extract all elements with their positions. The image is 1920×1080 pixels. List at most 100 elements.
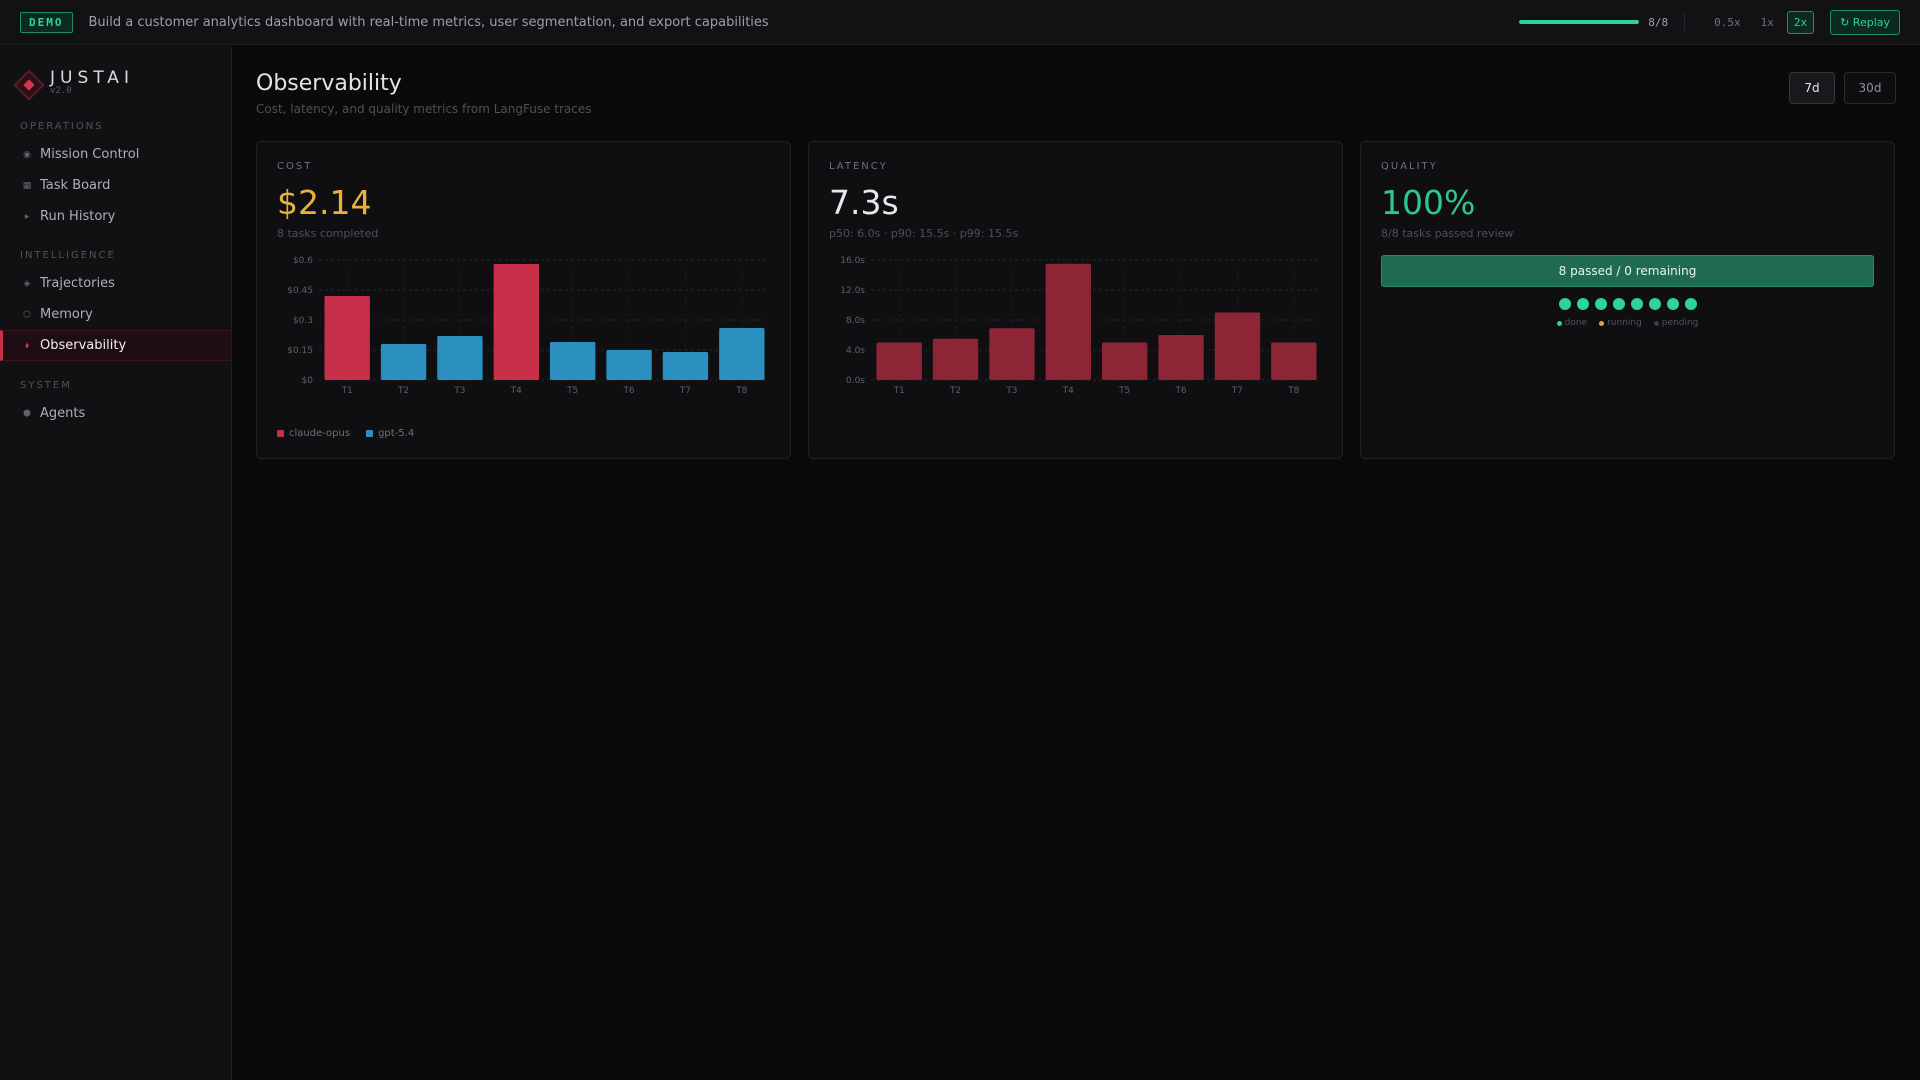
task-status-dot	[1612, 298, 1625, 310]
y-tick-label: 12.0s	[840, 286, 865, 296]
logo[interactable]: JUSTAI v2.0	[13, 68, 134, 101]
bar-t4[interactable]	[1045, 263, 1091, 380]
logo-diamond-icon	[13, 69, 45, 101]
latency-card: LATENCY 7.3s p50: 6.0s · p90: 15.5s · p9…	[808, 141, 1343, 459]
nav-item-trajectories[interactable]: ◈ Trajectories	[0, 268, 231, 299]
trajectories-icon: ◈	[23, 278, 31, 289]
status-label: done	[1564, 318, 1588, 328]
y-tick-label: 8.0s	[846, 316, 865, 326]
task-status-dot	[1558, 298, 1571, 310]
sidebar: JUSTAI v2.0 OPERATIONS ◉ Mission Control…	[0, 46, 232, 1080]
nav-item-memory[interactable]: ⬡ Memory	[0, 299, 231, 330]
bar-t3[interactable]	[437, 336, 483, 380]
quality-subtext: 8/8 tasks passed review	[1381, 227, 1514, 240]
bar-t8[interactable]	[1271, 342, 1317, 381]
bar-t4[interactable]	[493, 264, 539, 380]
task-status-dot	[1576, 298, 1589, 310]
bar-t6[interactable]	[606, 350, 652, 380]
x-tick-label: T7	[679, 386, 691, 396]
x-tick-label: T1	[893, 386, 905, 396]
cost-subtext: 8 tasks completed	[277, 227, 379, 240]
playback-controls: 8/8 0.5x 1x 2x ↻ Replay	[1519, 9, 1900, 35]
page-subtitle: Cost, latency, and quality metrics from …	[256, 102, 592, 116]
nav-item-agents[interactable]: ⬢ Agents	[0, 398, 231, 429]
x-tick-label: T2	[949, 386, 961, 396]
task-status-dots	[1361, 298, 1894, 310]
legend-item-claude-opus: claude-opus	[277, 428, 350, 439]
task-status-dot	[1666, 298, 1679, 310]
cost-bar-chart: $0 $0.15 $0.3 $0.45 $0.6 T1 T2 T3 T4 T5 T6 T7 T8	[287, 256, 770, 396]
latency-value: 7.3s	[829, 183, 899, 222]
task-status-dot	[1630, 298, 1643, 310]
legend-swatch	[277, 430, 284, 437]
task-board-icon: ▦	[22, 180, 32, 191]
progress-bar	[1519, 20, 1640, 24]
status-pending: pending	[1653, 318, 1699, 328]
x-tick-label: T3	[453, 386, 465, 396]
speed-0.5x-button[interactable]: 0.5x	[1714, 15, 1741, 29]
bar-t6[interactable]	[1158, 335, 1204, 380]
top-bar: DEMO Build a customer analytics dashboar…	[0, 0, 1920, 45]
nav-item-label: Mission Control	[40, 147, 140, 162]
bar-t7[interactable]	[1214, 312, 1261, 381]
legend-item-gpt-5-4: gpt-5.4	[366, 428, 414, 439]
nav-item-label: Agents	[40, 406, 86, 421]
task-prompt: Build a customer analytics dashboard wit…	[88, 14, 769, 30]
progress-fill	[1519, 20, 1640, 24]
x-tick-label: T2	[397, 386, 409, 396]
task-status-dot	[1684, 298, 1697, 310]
bar-t2[interactable]	[932, 338, 979, 380]
cost-label: COST	[277, 161, 313, 172]
nav-section-operations: OPERATIONS	[20, 121, 104, 132]
status-legend: done running pending	[1361, 318, 1894, 328]
x-tick-label: T7	[1231, 386, 1243, 396]
y-tick-label: $0.6	[293, 256, 313, 266]
y-tick-label: $0	[302, 376, 314, 386]
replay-button[interactable]: ↻ Replay	[1830, 9, 1900, 35]
bar-t5[interactable]	[550, 342, 596, 380]
y-tick-label: 16.0s	[840, 256, 865, 266]
bar-t1[interactable]	[324, 296, 370, 380]
logo-name: JUSTAI	[50, 68, 134, 88]
x-tick-label: T1	[341, 386, 353, 396]
nav-item-observability[interactable]: ⬧ Observability	[0, 330, 231, 361]
nav-item-mission-control[interactable]: ◉ Mission Control	[0, 139, 231, 170]
page-title: Observability	[256, 71, 402, 96]
quality-card: QUALITY 100% 8/8 tasks passed review 8 p…	[1360, 141, 1895, 459]
speed-2x-button[interactable]: 2x	[1786, 10, 1815, 34]
bar-t7[interactable]	[662, 352, 709, 380]
x-tick-label: T6	[622, 386, 634, 396]
x-tick-label: T4	[510, 386, 522, 396]
y-tick-label: 4.0s	[846, 346, 865, 356]
status-running: running	[1599, 318, 1642, 328]
cost-legend: claude-opus gpt-5.4	[277, 428, 430, 439]
range-7d-button[interactable]: 7d	[1789, 72, 1835, 104]
nav-item-label: Run History	[40, 209, 116, 224]
bar-t8[interactable]	[719, 328, 765, 380]
nav-item-run-history[interactable]: ▸ Run History	[0, 201, 231, 232]
quality-value: 100%	[1381, 183, 1476, 222]
status-dot	[1556, 320, 1562, 326]
nav-section-intelligence: INTELLIGENCE	[20, 250, 116, 261]
bar-t1[interactable]	[876, 342, 922, 381]
range-30d-button[interactable]: 30d	[1844, 72, 1896, 104]
latency-percentiles: p50: 6.0s · p90: 15.5s · p99: 15.5s	[829, 227, 1019, 240]
demo-badge: DEMO	[20, 11, 73, 33]
y-tick-label: $0.3	[293, 316, 313, 326]
nav-item-task-board[interactable]: ▦ Task Board	[0, 170, 231, 201]
speed-1x-button[interactable]: 1x	[1760, 15, 1774, 29]
legend-label: claude-opus	[289, 428, 351, 439]
latency-label: LATENCY	[829, 161, 888, 172]
progress-text: 8/8	[1648, 15, 1669, 29]
legend-label: gpt-5.4	[378, 428, 415, 439]
bar-t2[interactable]	[380, 344, 427, 380]
quality-label: QUALITY	[1381, 161, 1438, 172]
nav-item-label: Trajectories	[40, 276, 115, 291]
x-tick-label: T3	[1005, 386, 1017, 396]
x-tick-label: T8	[735, 386, 747, 396]
bar-t3[interactable]	[989, 328, 1035, 380]
bar-t5[interactable]	[1102, 342, 1148, 381]
x-tick-label: T6	[1174, 386, 1186, 396]
divider	[1684, 13, 1686, 31]
status-label: pending	[1661, 318, 1699, 328]
